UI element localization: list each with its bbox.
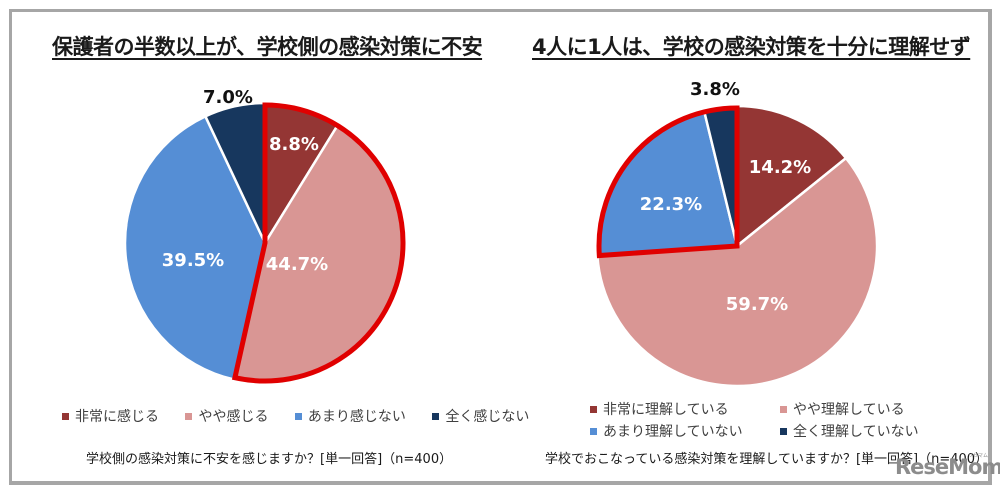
- left-label-somewhat: 44.7%: [266, 254, 328, 275]
- swatch-blue: [294, 412, 302, 420]
- legend-item: 非常に理解している: [590, 399, 780, 419]
- resemom-logo: ReseMom.: [895, 455, 1000, 479]
- pie-slice: [735, 104, 848, 249]
- legend-item: 非常に感じる: [62, 406, 159, 426]
- left-pie-chart: 8.8% 44.7% 39.5%: [123, 101, 407, 385]
- swatch-dark-red: [590, 405, 597, 413]
- resemom-logo-sub: リセマム: [968, 453, 989, 459]
- right-chart-title: 4人に1人は、学校の感染対策を十分に理解せず: [532, 35, 971, 59]
- right-pie-chart: 14.2% 59.7% 22.3%: [595, 104, 879, 388]
- right-label-somewhat: 59.7%: [726, 294, 788, 315]
- legend-item: やや感じる: [185, 406, 268, 426]
- legend-item: 全く感じない: [432, 406, 529, 426]
- left-chart-title: 保護者の半数以上が、学校側の感染対策に不安: [52, 35, 483, 59]
- legend-item: あまり感じない: [294, 406, 406, 426]
- pie-slice: [595, 156, 879, 388]
- right-label-not-much: 22.3%: [640, 194, 702, 215]
- left-label-very: 8.8%: [269, 134, 319, 155]
- right-label-not-at-all: 3.8%: [690, 79, 740, 100]
- left-label-not-at-all: 7.0%: [203, 87, 253, 108]
- right-legend: 非常に理解している やや理解している あまり理解していない 全く理解していない: [590, 399, 970, 441]
- highlight-outline: [231, 102, 406, 384]
- legend-item: やや理解している: [780, 399, 970, 419]
- left-label-not-much: 39.5%: [162, 250, 224, 271]
- legend-item: 全く理解していない: [780, 421, 970, 441]
- swatch-blue: [590, 427, 597, 435]
- swatch-pink: [780, 405, 787, 413]
- left-question-footnote: 学校側の感染対策に不安を感じますか？[単一回答]（n=400）: [86, 452, 453, 467]
- right-label-very: 14.2%: [749, 157, 811, 178]
- legend-item: あまり理解していない: [590, 421, 780, 441]
- swatch-navy: [780, 427, 787, 435]
- right-question-footnote: 学校でおこなっている感染対策を理解していますか？[単一回答]（n=400）: [545, 452, 989, 467]
- pie-slice: [123, 114, 267, 382]
- highlight-outline: [596, 105, 740, 259]
- swatch-navy: [432, 412, 440, 420]
- swatch-pink: [185, 412, 193, 420]
- left-legend: 非常に感じる やや感じる あまり感じない 全く感じない: [62, 406, 551, 426]
- swatch-dark-red: [62, 412, 69, 420]
